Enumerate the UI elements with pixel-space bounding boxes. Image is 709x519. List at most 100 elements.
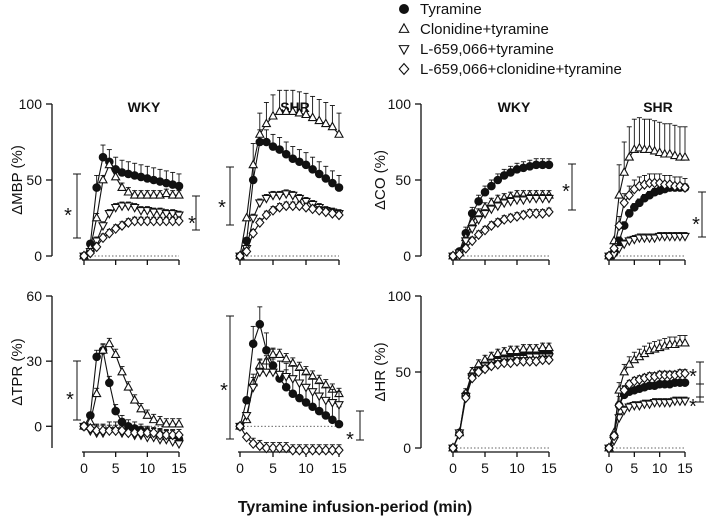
point-lclo [288,200,298,212]
point-lclo [473,366,484,378]
point-l659 [281,190,292,200]
point-l659 [117,202,127,212]
point-clo [117,182,127,191]
point-l659 [334,401,344,411]
point-lclo [136,427,146,439]
y-tick-label: 0 [403,440,411,456]
point-clo [91,212,102,222]
point-l659 [486,205,497,215]
subplot-wky: 0 5 10 15 [448,342,557,476]
significance-bracket: * [188,195,200,235]
point-l659 [287,191,298,201]
point-l659 [248,383,259,393]
point-l659 [473,216,484,226]
point-lclo [174,215,184,227]
point-clo [241,212,252,222]
point-lclo [307,444,318,456]
point-tyr [281,382,291,392]
significance-star: * [689,396,697,418]
point-clo [123,381,134,391]
point-l659 [634,402,645,411]
point-clo [619,366,630,376]
subplot-shr: 0 5 10 15 [235,306,347,476]
point-clo [129,189,140,199]
point-lclo [314,205,324,216]
point-clo [167,418,178,428]
y-tick-label: 100 [388,96,412,112]
point-clo [669,150,680,160]
y-tick-label: 50 [395,172,411,188]
subplot-wky: WKY [448,99,554,265]
point-lclo [241,246,252,257]
point-tyr [474,196,483,206]
point-lclo [334,444,344,456]
x-tick-label: 10 [298,460,314,476]
point-l659 [136,207,146,216]
point-l659 [241,412,252,421]
point-l659 [619,240,630,250]
point-clo [155,416,165,426]
point-lclo [161,429,172,441]
subplot-wky: 0 5 10 15 [79,337,187,476]
point-clo [104,338,115,348]
point-l659 [512,196,522,206]
point-l659 [680,232,690,242]
point-clo [654,147,665,157]
point-lclo [454,428,465,440]
point-tyr [328,415,337,425]
significance-bracket: * [218,166,234,226]
point-clo [129,394,140,404]
point-clo [537,342,548,352]
point-lclo [609,243,619,254]
y-tick-label: 50 [395,364,411,380]
point-lclo [454,249,465,260]
point-tyr [301,160,311,170]
point-lclo [525,208,535,219]
legend-item: Clonidine+tyramine [398,21,549,38]
significance-star: * [346,429,354,451]
point-tyr [321,411,331,420]
point-lclo [619,197,629,209]
point-tyr [92,183,101,192]
point-l659 [287,375,298,385]
significance-star: * [218,197,226,219]
point-clo [142,409,153,419]
point-clo [161,188,172,198]
point-lclo [235,250,245,262]
point-lclo [614,400,624,411]
significance-bracket: * [689,361,704,398]
point-lclo [609,430,619,442]
legend-marker [399,4,409,14]
point-tyr [334,183,344,192]
series-line-l659 [452,356,549,449]
point-l659 [294,379,305,389]
point-l659 [467,225,478,235]
x-tick-label: 5 [269,460,277,476]
point-clo [664,148,675,158]
point-lclo [155,215,165,227]
point-lclo [327,444,338,456]
point-lclo [505,212,516,224]
point-lclo [512,355,522,367]
point-l659 [518,196,529,206]
point-lclo [167,215,178,227]
legend-marker [398,22,410,33]
point-tyr [174,181,184,191]
point-lclo [268,442,278,454]
point-lclo [91,241,102,253]
point-l659 [619,406,630,416]
point-lclo [268,205,278,216]
point-clo [110,171,121,181]
point-lclo [467,372,477,384]
point-l659 [664,398,675,408]
significance-bracket: * [66,360,81,421]
subplot-shr: SHR [604,99,690,265]
point-lclo [544,206,554,218]
point-lclo [129,427,140,439]
point-l659 [248,214,259,224]
point-l659 [110,203,121,213]
point-clo [161,418,172,428]
point-clo [167,189,178,199]
group-title: SHR [643,99,673,115]
